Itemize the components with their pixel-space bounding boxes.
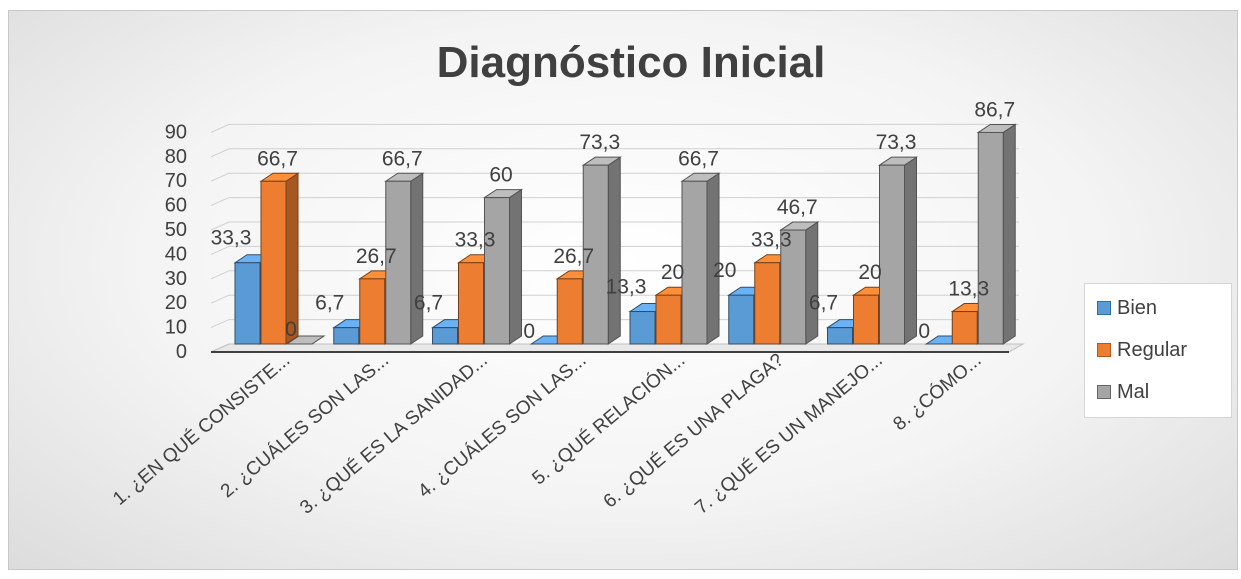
legend-item-mal: Mal	[1097, 378, 1149, 406]
y-tick-label: 10	[165, 317, 187, 339]
gridline-depth	[210, 221, 230, 231]
legend-label-bien: Bien	[1117, 296, 1158, 319]
data-label-bien-1: 33,3	[211, 227, 252, 250]
data-label-mal-4: 73,3	[579, 131, 620, 154]
data-label-mal-7: 73,3	[876, 131, 917, 154]
data-label-mal-6: 46,7	[777, 196, 818, 219]
y-tick-label: 70	[165, 170, 187, 192]
data-label-mal-8: 86,7	[974, 98, 1015, 121]
data-label-mal-3: 60	[489, 164, 512, 187]
data-label-regular-3: 33,3	[455, 229, 496, 252]
x-tick-label-2: 2. ¿CUÁLES SON LAS...	[217, 350, 393, 503]
x-tick-label-1: 1. ¿EN QUÉ CONSISTE...	[109, 350, 294, 510]
x-tick-label-3: 3. ¿QUÉ ES LA SANIDAD...	[296, 350, 491, 519]
gridline-depth	[210, 294, 230, 304]
data-label-bien-5: 13,3	[606, 276, 647, 299]
data-label-regular-4: 26,7	[553, 245, 594, 268]
y-tick-label: 80	[165, 146, 187, 168]
bar-mal-2	[384, 172, 425, 345]
chart-area: Diagnóstico Inicial 0 10 20 30 40 50 60 70 80 90 …	[8, 10, 1238, 570]
legend-item-regular: Regular	[1097, 336, 1187, 364]
data-label-regular-7: 20	[858, 261, 881, 284]
y-tick-label: 90	[165, 121, 187, 143]
gridline-depth	[210, 319, 230, 329]
x-tick-label-4: 4. ¿CUÁLES SON LAS...	[414, 350, 590, 503]
bar-mal-1	[285, 335, 326, 345]
bar-mal-5	[680, 172, 721, 345]
chart-floor	[210, 343, 1025, 353]
x-tick-label-7: 7. ¿QUÉ ES UN MANEJO...	[691, 350, 886, 519]
bars	[233, 123, 1017, 345]
bar-regular-1	[259, 172, 300, 345]
gridline-depth	[210, 245, 230, 255]
chart-title: Diagnóstico Inicial	[437, 38, 826, 87]
gridline-depth	[210, 148, 230, 158]
data-label-regular-1: 66,7	[257, 147, 298, 170]
data-label-bien-6: 20	[713, 259, 736, 282]
legend-item-bien: Bien	[1097, 294, 1157, 322]
bar-mal-6	[779, 221, 820, 345]
data-label-bien-4: 0	[523, 320, 535, 343]
legend-label-regular: Regular	[1117, 338, 1188, 361]
data-label-bien-3: 6,7	[414, 292, 443, 315]
gridline-depth	[210, 123, 230, 133]
bar-mal-8	[976, 123, 1017, 345]
y-tick-label: 30	[165, 268, 187, 290]
data-label-regular-2: 26,7	[356, 245, 397, 268]
data-label-bien-8: 0	[918, 320, 930, 343]
bar-mal-3	[482, 188, 524, 345]
data-label-mal-2: 66,7	[382, 147, 423, 170]
floor-surface	[210, 343, 1025, 353]
legend-label-mal: Mal	[1117, 380, 1150, 403]
x-tick-label-8: 8. ¿CÓMO...	[889, 349, 986, 435]
data-labels: 33,3 66,7 0 6,7 26,7 66,7 6,7 33,3 60 0 26,7 73,3 13…	[211, 98, 1016, 343]
legend: Bien Regular Mal	[1084, 283, 1232, 418]
gridline-depth	[210, 270, 230, 280]
y-tick-label: 40	[165, 243, 187, 265]
y-tick-label: 60	[165, 195, 187, 217]
x-axis-ticks: 1. ¿EN QUÉ CONSISTE...2. ¿CUÁLES SON LAS…	[109, 349, 985, 519]
bar-mal-4	[581, 156, 622, 345]
data-label-regular-8: 13,3	[948, 278, 989, 301]
bar-chart: Diagnóstico Inicial 0102030405060708090 …	[109, 38, 1025, 519]
data-label-mal-1: 0	[285, 318, 297, 341]
y-tick-label: 50	[165, 219, 187, 241]
data-label-mal-5: 66,7	[678, 147, 719, 170]
bar-mal-7	[877, 156, 919, 345]
y-tick-label: 20	[165, 292, 187, 314]
gridline-depth	[210, 197, 230, 207]
data-label-regular-5: 20	[661, 261, 684, 284]
data-label-bien-2: 6,7	[315, 292, 344, 315]
x-tick-label-6: 6. ¿QUÉ ES UNA PLAGA?	[600, 350, 788, 513]
legend-swatch-bien	[1097, 301, 1111, 315]
y-tick-label: 0	[176, 341, 187, 363]
data-label-regular-6: 33,3	[751, 229, 792, 252]
data-label-bien-7: 6,7	[809, 292, 838, 315]
gridline-depth	[210, 172, 230, 182]
legend-swatch-regular	[1097, 343, 1111, 357]
legend-swatch-mal	[1097, 385, 1111, 399]
